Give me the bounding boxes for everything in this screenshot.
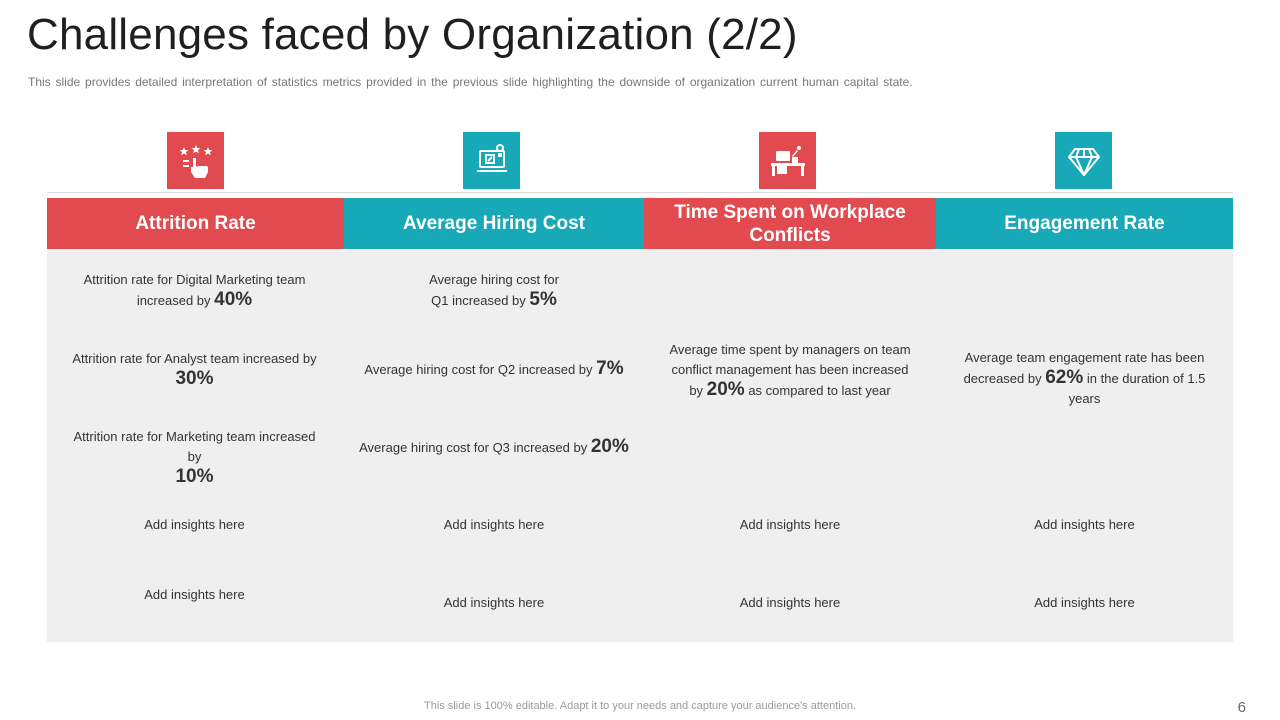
workplace-desk-icon: [759, 132, 816, 189]
list-item: Average hiring cost for Q1 increased by …: [429, 272, 559, 310]
slide-footer: This slide is 100% editable. Adapt it to…: [424, 700, 856, 712]
list-item: Attrition rate for Marketing team increa…: [73, 429, 316, 487]
page-number: 6: [1237, 699, 1246, 716]
list-item: Add insights here: [1034, 517, 1135, 532]
list-item: Add insights here: [739, 517, 841, 532]
list-item: Add insights here: [739, 595, 841, 610]
list-item: Add insights here: [144, 587, 245, 602]
list-item: Add insights here: [443, 517, 545, 532]
list-item: Attrition rate for Digital Marketing tea…: [83, 272, 306, 310]
hiring-cost-icon: [463, 132, 520, 189]
list-item: Add insights here: [144, 517, 245, 532]
list-item: Average team engagement rate has been de…: [963, 350, 1206, 406]
icon-row: [47, 132, 1233, 190]
diamond-icon: [1055, 132, 1112, 189]
slide-subtitle: This slide provides detailed interpretat…: [28, 75, 913, 89]
list-item: Average time spent by managers on team c…: [669, 342, 911, 400]
list-item: Add insights here: [1034, 595, 1135, 610]
header-attrition-rate: Attrition Rate: [47, 198, 344, 249]
header-time-spent-conflicts: Time Spent on Workplace Conflicts: [644, 198, 936, 249]
slide-title: Challenges faced by Organization (2/2): [27, 10, 798, 59]
list-item: Attrition rate for Analyst team increase…: [72, 351, 317, 389]
list-item: Add insights here: [443, 595, 545, 610]
challenges-table: Attrition Rate Average Hiring Cost Time …: [47, 198, 1233, 642]
header-engagement-rate: Engagement Rate: [936, 198, 1233, 249]
rating-stars-icon: [167, 132, 224, 189]
list-item: Average hiring cost for Q3 increased by …: [359, 436, 629, 457]
list-item: Average hiring cost for Q2 increased by …: [364, 358, 624, 379]
header-average-hiring-cost: Average Hiring Cost: [344, 198, 644, 249]
icon-divider: [47, 192, 1233, 193]
